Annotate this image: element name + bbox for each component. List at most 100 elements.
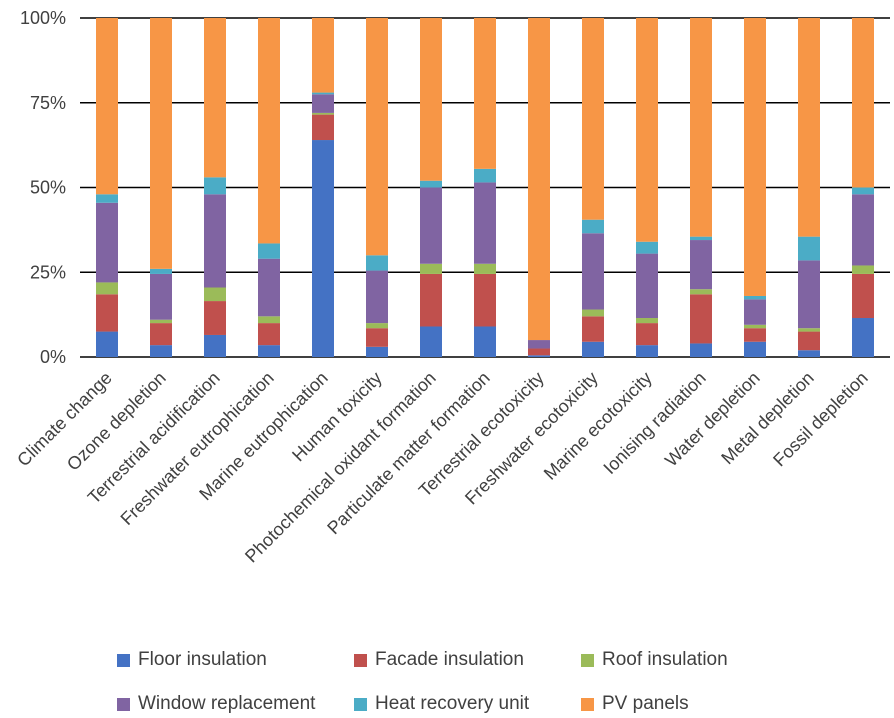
legend-item: Roof insulation [581,649,728,671]
legend-label: Facade insulation [375,649,524,670]
bar-segment [96,202,118,283]
bar-segment [366,346,388,357]
bar-segment [150,273,172,320]
bars [96,18,874,357]
bar-segment [798,236,820,261]
bar-segment [366,270,388,324]
bar-segment [690,18,712,237]
bar-segment [798,18,820,237]
bar-segment [636,318,658,324]
bar-segment [204,287,226,302]
bar-segment [204,334,226,357]
bar-segment [312,18,334,93]
bar-segment [798,331,820,351]
legend-label: Floor insulation [138,649,267,670]
bar-segment [474,182,496,264]
bar-segment [798,260,820,329]
bar-segment [744,324,766,329]
bar-segment [150,268,172,274]
bar-segment [690,343,712,357]
bar-segment [366,328,388,347]
bar-segment [798,328,820,332]
bar-segment [798,350,820,357]
bar-segment [150,345,172,357]
bar-segment [636,241,658,254]
bar-segment [96,294,118,332]
bar-segment [204,194,226,288]
bar-segment [852,187,874,195]
bar-segment [582,341,604,357]
bar-segment [474,326,496,357]
bar-segment [258,243,280,259]
legend-swatch [117,653,130,667]
bar-segment [744,295,766,300]
bar-segment [420,18,442,181]
x-category-label: Ozone depletion [63,368,170,475]
bar-segment [852,318,874,357]
bar-segment [312,92,334,95]
y-tick-label: 0% [40,347,66,367]
bar-segment [582,233,604,310]
y-axis-ticks: 0% 25% 50% 75% 100% [20,8,66,367]
legend-item: Facade insulation [354,649,524,671]
bar-segment [474,168,496,183]
x-category-label: Fossil depletion [769,368,872,471]
bar-segment [420,180,442,188]
bar-segment [636,253,658,319]
bar-segment [366,323,388,329]
bar-segment [744,18,766,296]
bar-segment [474,263,496,274]
y-tick-label: 50% [30,178,66,198]
bar-segment [582,219,604,234]
legend-swatch [354,697,367,711]
legend-swatch [581,697,594,711]
bar-segment [528,340,550,349]
bar-segment [96,194,118,203]
bar-segment [96,18,118,195]
bar-segment [312,140,334,357]
bar-segment [96,282,118,295]
legend-item: Heat recovery unit [354,693,529,715]
bar-segment [420,273,442,327]
bar-segment [312,112,334,115]
bar-segment [150,323,172,346]
bar-segment [258,316,280,324]
y-tick-label: 100% [20,8,66,28]
bar-segment [258,18,280,244]
bar-segment [150,319,172,324]
x-category-label: Photochemical oxidant formation [241,368,440,567]
bar-segment [744,299,766,325]
bar-segment [636,18,658,242]
bar-segment [96,331,118,357]
bar-segment [366,18,388,256]
bar-segment [312,114,334,141]
x-category-label: Climate change [13,368,116,471]
x-category-label: Metal depletion [717,368,817,468]
legend-swatch [581,653,594,667]
bar-segment [636,345,658,357]
bar-segment [528,348,550,356]
bar-segment [528,18,550,341]
bar-segment [690,294,712,344]
bar-segment [744,341,766,357]
bar-segment [690,240,712,290]
bar-segment [366,255,388,271]
bar-segment [420,187,442,264]
bar-segment [582,316,604,342]
bar-segment [258,323,280,346]
bar-segment [852,18,874,188]
legend-label: Window replacement [138,693,316,714]
legend-item: Floor insulation [117,649,267,671]
bar-segment [420,326,442,357]
bar-segment [204,177,226,195]
legend-swatch [354,653,367,667]
bar-segment [528,355,550,357]
bar-segment [258,345,280,357]
legend-label: Heat recovery unit [375,693,530,714]
bar-segment [852,194,874,266]
bar-segment [258,258,280,317]
bar-segment [582,18,604,220]
bar-segment [312,94,334,113]
